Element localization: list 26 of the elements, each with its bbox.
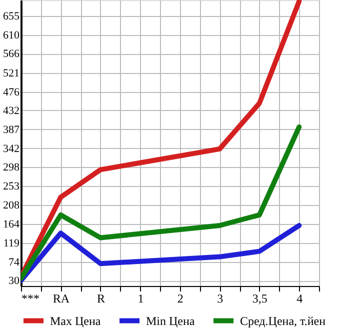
x-tick-label: 3: [217, 292, 224, 306]
y-tick-label: 476: [3, 86, 20, 98]
y-tick-label: 387: [3, 124, 20, 136]
x-tick-label: ***: [22, 292, 40, 306]
y-tick-label: 610: [3, 30, 20, 42]
legend-label: Сред.Цена, т.йен: [240, 314, 326, 328]
x-tick-label: 2: [177, 292, 184, 306]
y-tick-label: 164: [3, 218, 20, 230]
y-tick-label: 119: [3, 237, 20, 250]
x-tick-label: 1: [138, 292, 144, 306]
x-tick-label: 3,5: [252, 292, 268, 306]
y-tick-label: 342: [3, 143, 20, 155]
y-tick-label: 521: [3, 67, 20, 80]
x-tick-label: 4: [296, 292, 303, 306]
x-tick-label: RA: [52, 292, 70, 306]
y-tick-label: 253: [3, 180, 20, 193]
y-tick-label: 30: [8, 275, 20, 287]
legend-label: Min Цена: [146, 314, 196, 328]
y-tick-label: 208: [3, 200, 20, 212]
y-tick-label: 298: [3, 162, 20, 174]
legend-label: Max Цена: [50, 314, 102, 328]
y-tick-label: 566: [3, 48, 20, 60]
y-tick-label: 432: [3, 104, 20, 117]
y-tick-label: 74: [8, 256, 20, 268]
x-tick-label: R: [96, 292, 105, 306]
y-tick-label: 655: [3, 10, 20, 23]
